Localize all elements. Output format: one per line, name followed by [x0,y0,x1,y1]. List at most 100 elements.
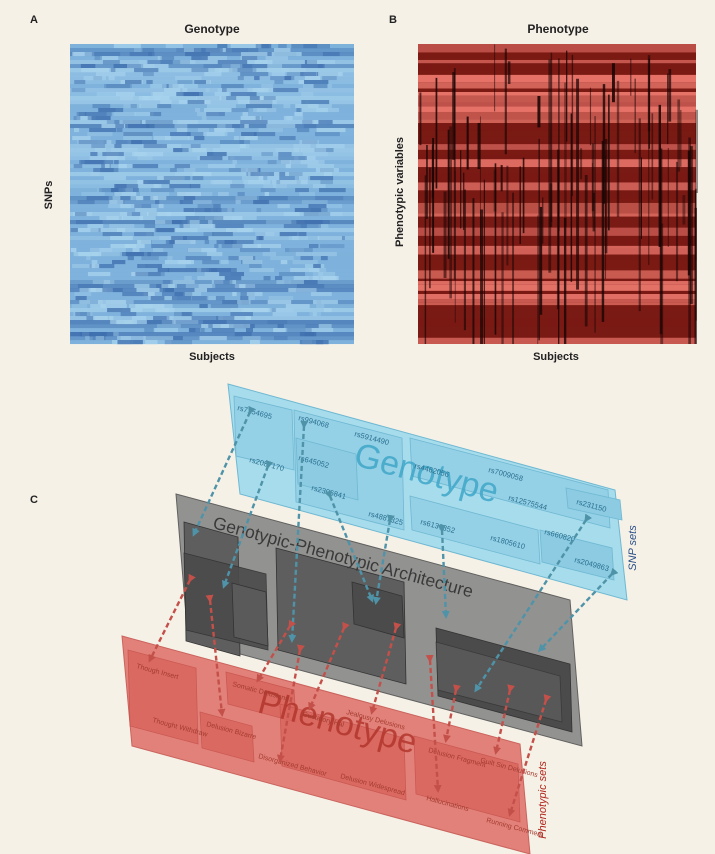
phenotype-heatmap-cell [634,78,636,154]
phenotype-heatmap-row [418,70,696,75]
genotype-heatmap-cell [199,216,223,221]
genotype-heatmap-cell [136,288,160,293]
genotype-heatmap-cell [81,192,105,197]
genotype-heatmap-cell [118,164,127,169]
genotype-heatmap-cell [138,184,159,189]
genotype-heatmap-row [70,140,354,145]
genotype-heatmap-cell [248,180,271,185]
phenotype-heatmap-row [418,63,696,71]
genotype-heatmap-cell [147,60,173,65]
genotype-heatmap-cell [258,88,265,93]
genotype-heatmap-cell [183,168,196,173]
genotype-heatmap-cell [323,172,333,177]
genotype-heatmap-cell [180,60,196,65]
genotype-heatmap-cell [147,252,168,257]
phenotype-heatmap-row [418,141,696,145]
genotype-heatmap-cell [189,184,201,189]
genotype-heatmap-cell [224,276,242,281]
phenotype-heatmap-cell [507,61,511,85]
genotype-heatmap-cell [237,300,251,305]
genotype-heatmap-cell [143,144,167,149]
arrow [443,684,461,743]
genotype-heatmap-cell [148,52,153,57]
phenotype-heatmap-cell [648,64,650,265]
genotype-heatmap-cell [247,88,276,93]
phenotype-heatmap-cell [667,73,669,145]
genotype-heatmap-cell [266,220,292,225]
phenotype-heatmap-cell [548,59,552,273]
genotype-heatmap-cell [95,336,105,341]
genotype-heatmap-cell [212,148,241,153]
phenotype-heatmap-cell [431,145,433,199]
genotype-heatmap-cell [219,68,238,73]
phenotype-heatmap-cell [449,126,452,299]
phenotype-heatmap-row [418,144,696,150]
genotype-heatmap-cell [110,236,133,241]
phenotype-heatmap-row [418,136,696,142]
phenotype-heatmap-cell [601,140,605,322]
phenotype-heatmap-cell [682,195,686,225]
phenotype-heatmap-cell [677,99,681,172]
genotype-heatmap-cell [123,136,152,141]
genotype-heatmap-cell [232,292,237,297]
genotype-heatmap-cell [153,92,183,97]
genotype-heatmap-cell [190,144,201,149]
genotype-heatmap-cell [153,96,161,101]
genotype-heatmap-cell [317,236,342,241]
genotype-heatmap-cell [276,280,304,285]
genotype-heatmap-cell [299,332,317,337]
genotype-heatmap-cell [183,224,214,229]
genotype-heatmap-cell [202,100,211,105]
genotype-heatmap-cell [146,80,153,85]
genotype-heatmap-cell [151,244,174,249]
genotype-heatmap-cell [142,48,155,53]
genotype-heatmap-cell [122,308,143,313]
genotype-heatmap-cell [204,240,210,245]
phenotype-heatmap-cell [556,149,560,310]
genotype-heatmap-cell [254,76,260,81]
phenotype-heatmap-row [418,91,696,96]
genotype-heatmap-row [70,312,354,317]
genotype-heatmap-cell [132,164,159,169]
genotype-heatmap-cell [255,232,275,237]
genotype-heatmap-cell [205,80,211,85]
genotype-heatmap-cell [104,84,130,89]
phenotype-heatmap-cell [419,92,422,146]
genotype-heatmap-cell [99,248,126,253]
genotype-heatmap-cell [94,316,114,321]
genotype-heatmap-cell [296,108,301,113]
genotype-heatmap-cell [173,336,183,341]
genotype-heatmap-cell [122,188,139,193]
genotype-heatmap-row [70,204,354,209]
phenotype-heatmap-row [418,88,696,92]
genotype-heatmap-cell [194,288,208,293]
arrow [369,622,402,715]
phenotype-heatmap-row [418,111,696,120]
genotype-heatmap-cell [300,224,321,229]
phenotype-heatmap-cell [608,94,610,231]
genotype-heatmap-row [70,124,354,129]
genotype-heatmap-cell [164,88,181,93]
genotype-heatmap-cell [145,320,173,325]
phenotype-heatmap-row [418,74,696,83]
genotype-heatmap-cell [165,136,190,141]
genotype-heatmap-cell [315,196,344,201]
genotype-heatmap-cell [199,156,223,161]
genotype-heatmap-cell [207,152,227,157]
genotype-heatmap-cell [310,292,332,297]
genotype-heatmap-cell [254,200,268,205]
genotype-heatmap-cell [247,48,259,53]
genotype-heatmap-cell [87,132,113,137]
phenotype-heatmap-row [418,44,696,53]
genotype-heatmap-cell [161,264,186,269]
phenotype-heatmap-cell [563,217,567,344]
genotype-heatmap-cell [250,340,260,345]
panel-b: B Phenotype Phenotypic variables Subject… [389,14,699,363]
genotype-heatmap-cell [107,308,131,313]
phenotype-heatmap-row [418,102,696,107]
genotype-heatmap-cell [204,108,232,113]
genotype-heatmap-row [70,332,354,337]
genotype-heatmap-cell [191,316,219,321]
genotype-heatmap-cell [230,308,253,313]
genotype-heatmap-cell [89,156,118,161]
